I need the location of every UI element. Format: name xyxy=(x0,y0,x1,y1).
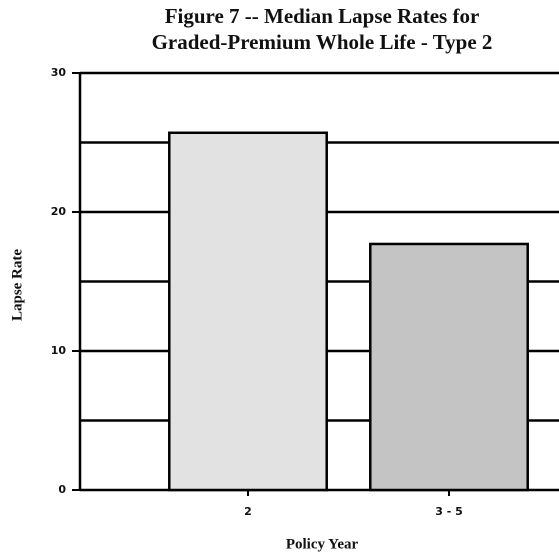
y-axis-label: Lapse Rate xyxy=(9,249,25,321)
y-tick-label: 0 xyxy=(58,483,66,496)
y-tick-label: 10 xyxy=(51,344,67,357)
bar xyxy=(369,242,529,492)
chart-title: Figure 7 -- Median Lapse Rates for xyxy=(165,4,480,28)
y-tick-label: 30 xyxy=(51,66,67,79)
bar xyxy=(168,131,328,492)
y-tick-label: 20 xyxy=(51,205,67,218)
x-axis-label: Policy Year xyxy=(286,536,359,552)
chart-title: Graded-Premium Whole Life - Type 2 xyxy=(152,30,493,54)
x-tick-label: 3 - 5 xyxy=(435,505,463,518)
x-tick-label: 2 xyxy=(244,505,252,518)
